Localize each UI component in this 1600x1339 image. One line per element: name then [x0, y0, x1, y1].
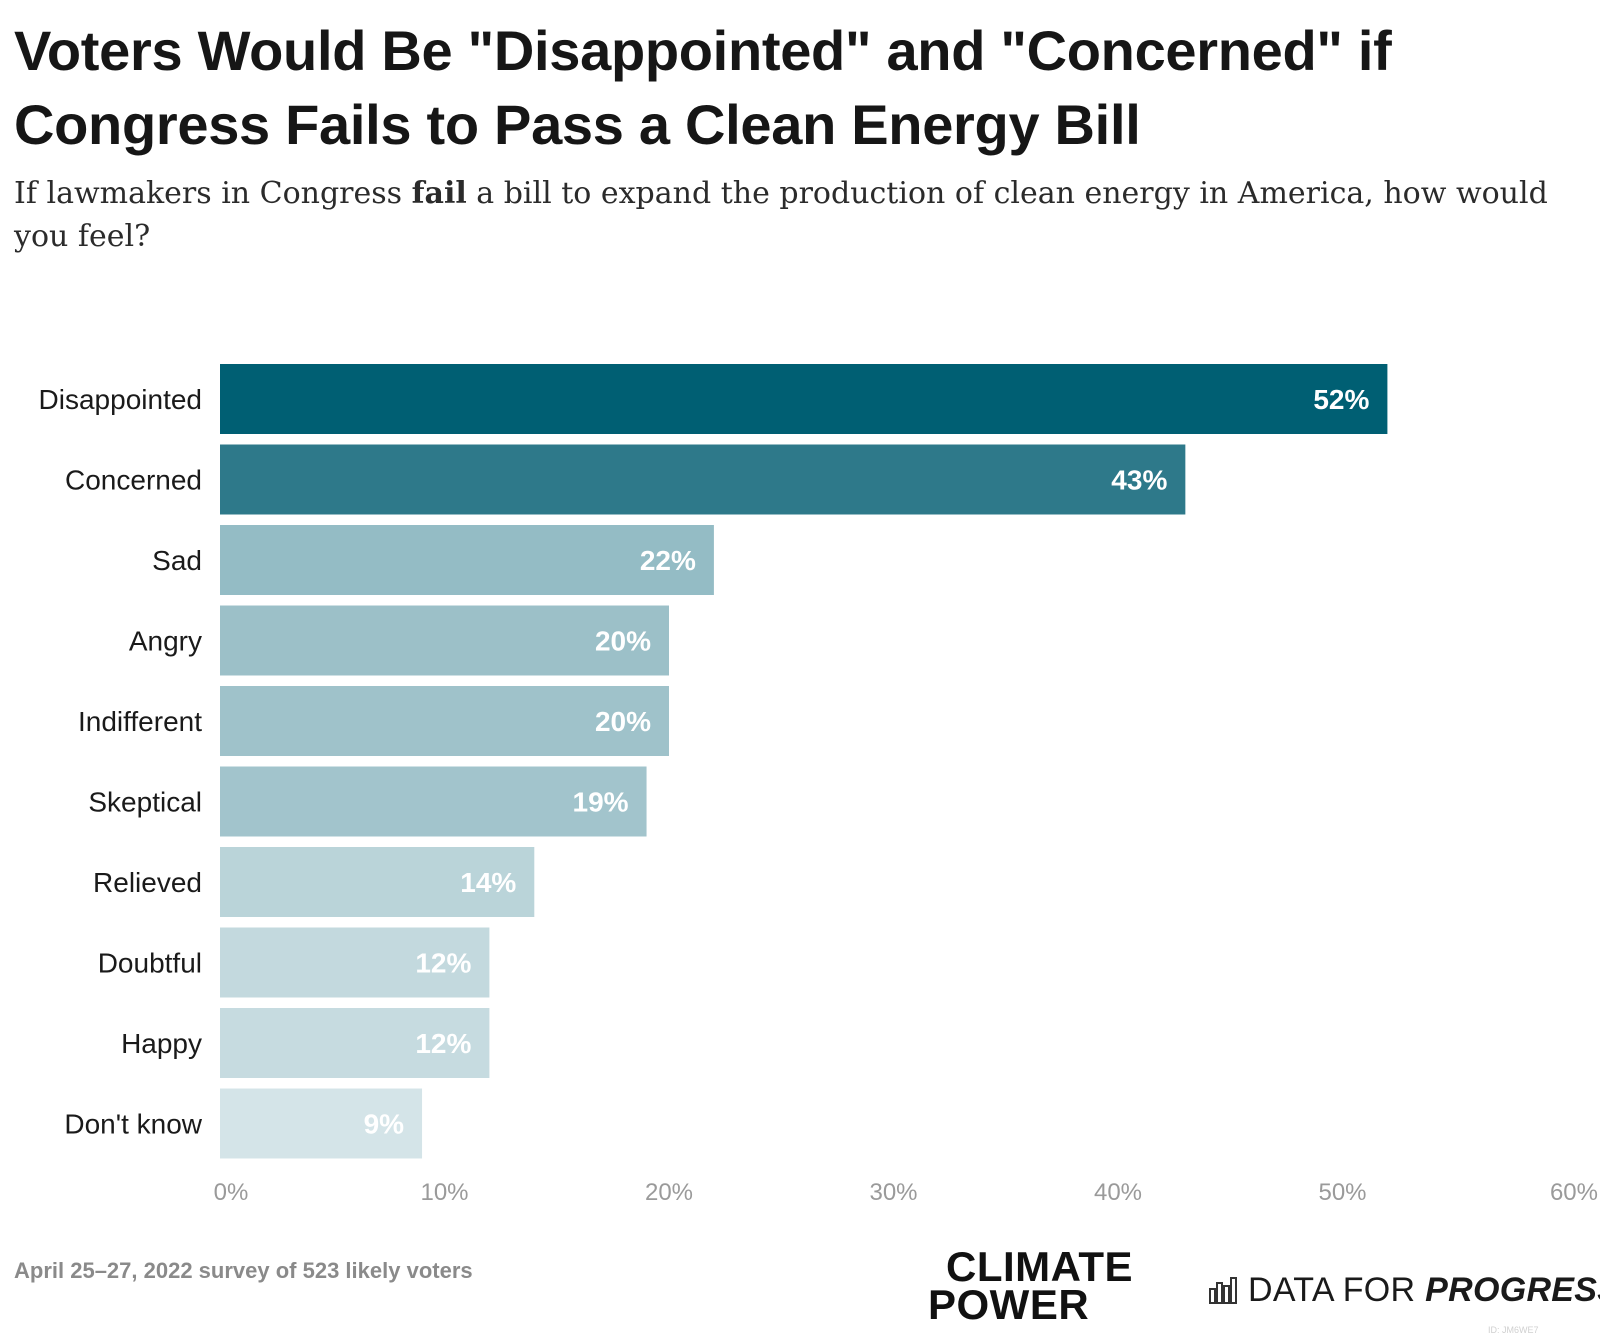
- bar: [220, 364, 1388, 434]
- data-label: 43%: [1111, 465, 1167, 496]
- watermark-id: ID: JM6WE7: [1488, 1325, 1539, 1335]
- category-label: Concerned: [65, 465, 202, 496]
- data-label: 14%: [460, 867, 516, 898]
- category-label: Doubtful: [98, 948, 202, 979]
- x-tick-label: 60%: [1550, 1179, 1598, 1206]
- data-label: 12%: [415, 948, 471, 979]
- category-label: Indifferent: [78, 706, 202, 737]
- category-label: Relieved: [93, 867, 202, 898]
- category-label: Skeptical: [88, 787, 202, 818]
- bar: [220, 766, 647, 837]
- x-tick-label: 50%: [1318, 1179, 1366, 1206]
- bar: [220, 1088, 423, 1159]
- source-note: April 25–27, 2022 survey of 523 likely v…: [14, 1258, 473, 1283]
- subtitle-text-end: a bill to expand the production of clean…: [14, 176, 1548, 254]
- bar-chart-icon: [1209, 1277, 1237, 1304]
- bar: [220, 927, 490, 998]
- subtitle-emphasis: fail: [411, 176, 467, 211]
- data-for-progress-wordmark: DATA FOR PROGRESS: [1248, 1271, 1600, 1310]
- x-tick-label: 0%: [214, 1179, 249, 1206]
- category-label: Angry: [129, 626, 202, 657]
- subtitle-text-start: If lawmakers in Congress: [14, 176, 412, 211]
- data-label: 52%: [1313, 384, 1369, 415]
- bar: [220, 444, 1186, 515]
- bar: [220, 686, 669, 756]
- chart-subtitle: If lawmakers in Congress fail a bill to …: [14, 172, 1554, 258]
- x-tick-label: 20%: [645, 1179, 693, 1206]
- category-label: Happy: [121, 1028, 202, 1059]
- bar: [220, 525, 714, 595]
- x-tick-label: 10%: [420, 1179, 468, 1206]
- chart-title: Voters Would Be "Disappointed" and "Conc…: [14, 19, 1392, 156]
- data-label: 12%: [415, 1028, 471, 1059]
- data-label: 20%: [595, 626, 651, 657]
- category-label: Don't know: [64, 1109, 202, 1140]
- bar: [220, 605, 669, 676]
- x-tick-label: 30%: [869, 1179, 917, 1206]
- data-label: 9%: [364, 1109, 405, 1140]
- category-label: Disappointed: [39, 384, 202, 415]
- bar-group: Disappointed 52% Concerned 43% Sad 22% Angry 20…: [39, 364, 1388, 1159]
- climate-power-logo-line2: POWER: [928, 1281, 1090, 1328]
- dfp-strong: PROGRESS: [1425, 1270, 1600, 1309]
- dfp-prefix: DATA FOR: [1248, 1270, 1426, 1309]
- category-label: Sad: [152, 545, 202, 576]
- data-label: 22%: [640, 545, 696, 576]
- x-axis: 0% 10% 20% 30% 40% 50% 60%: [214, 1179, 1598, 1206]
- data-label: 20%: [595, 706, 651, 737]
- data-label: 19%: [573, 787, 629, 818]
- climate-power-logo: CLIMATE POWER: [928, 1243, 1186, 1328]
- bar: [220, 1008, 490, 1078]
- bar: [220, 847, 535, 917]
- x-tick-label: 40%: [1094, 1179, 1142, 1206]
- climate-power-logo-line1: CLIMATE: [946, 1243, 1134, 1290]
- data-for-progress-logo: DATA FOR PROGRESS: [1208, 1268, 1600, 1312]
- bar-chart: Disappointed 52% Concerned 43% Sad 22% Angry 20…: [39, 364, 1598, 1206]
